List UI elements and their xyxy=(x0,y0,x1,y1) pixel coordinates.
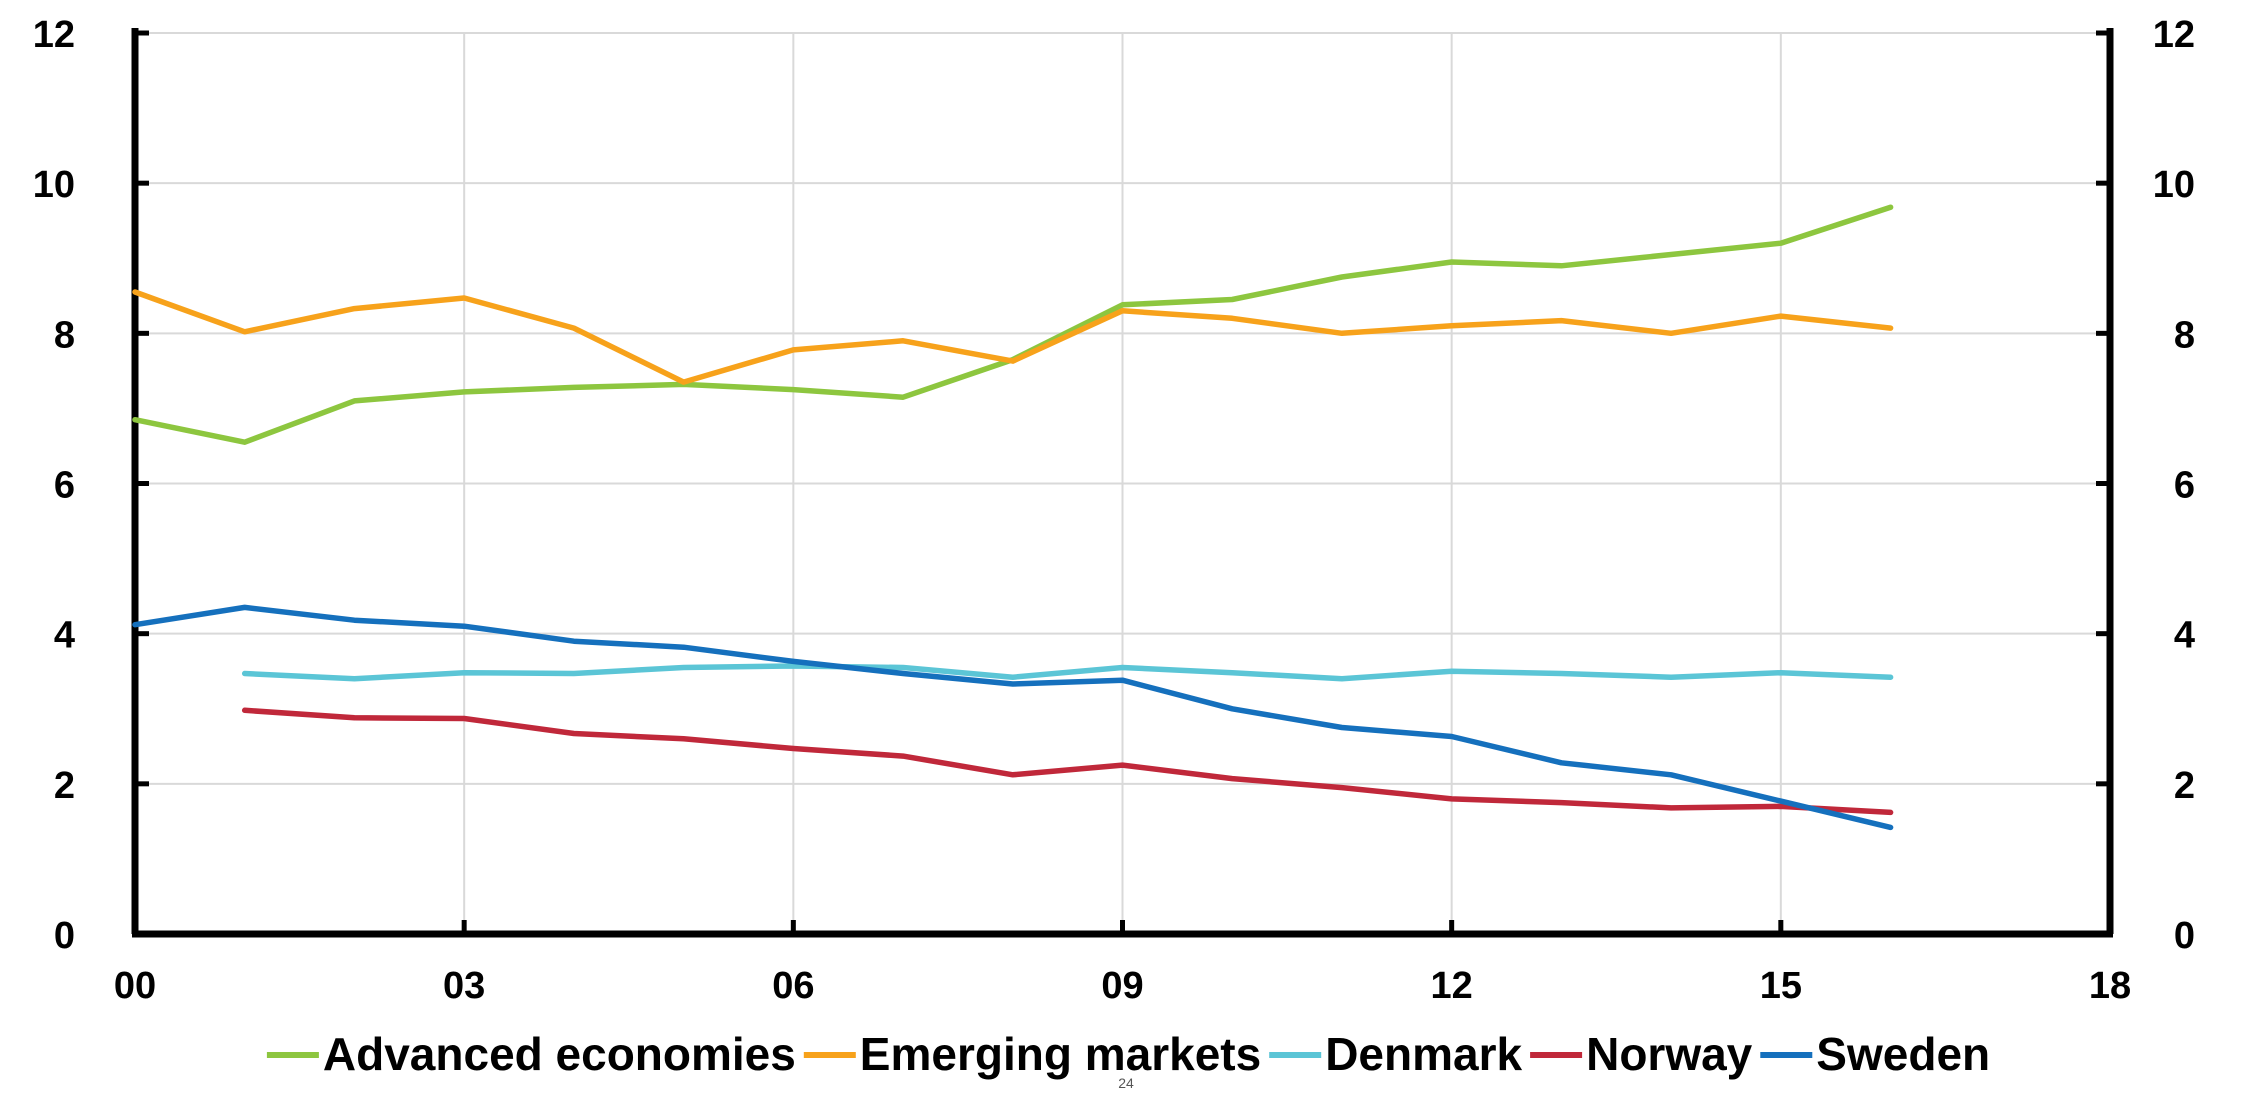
series-line-denmark xyxy=(241,663,1894,682)
x-tick-label: 09 xyxy=(1101,965,1143,1007)
left-y-tick-label: 10 xyxy=(33,164,75,206)
right-y-tick-label: 6 xyxy=(2174,465,2195,507)
left-y-tick-label: 6 xyxy=(54,465,75,507)
right-y-tick-label: 10 xyxy=(2153,164,2195,206)
legend-label: Advanced economies xyxy=(323,1028,796,1080)
series-line-sweden xyxy=(132,604,1894,831)
legend-label: Denmark xyxy=(1325,1028,1522,1080)
x-tick-label: 15 xyxy=(1760,965,1802,1007)
right-y-tick-label: 2 xyxy=(2174,765,2195,807)
series-line-norway xyxy=(241,707,1894,816)
series-lines xyxy=(132,204,1894,831)
x-tick-label: 00 xyxy=(114,965,156,1007)
gridlines xyxy=(135,32,2110,934)
axes xyxy=(131,28,2114,938)
legend-item: Norway xyxy=(1530,1028,1753,1080)
legend-item: Denmark xyxy=(1269,1028,1522,1080)
x-tick-label: 03 xyxy=(443,965,485,1007)
legend-label: Emerging markets xyxy=(860,1028,1261,1080)
left-y-tick-label: 12 xyxy=(33,14,75,56)
right-y-tick-label: 0 xyxy=(2174,915,2195,957)
series-line-advanced-economies xyxy=(132,204,1894,445)
legend: Advanced economies Emerging markets Denmar… xyxy=(266,1028,1990,1080)
legend-item: Advanced economies xyxy=(266,1028,796,1080)
left-y-tick-label: 2 xyxy=(54,765,75,807)
legend-label: Sweden xyxy=(1816,1028,1990,1080)
x-tick-label: 06 xyxy=(772,965,814,1007)
left-y-tick-label: 8 xyxy=(54,314,75,356)
right-y-tick-label: 12 xyxy=(2153,14,2195,56)
legend-label: Norway xyxy=(1586,1028,1753,1080)
legend-item: Sweden xyxy=(1760,1028,1990,1080)
page-number: 24 xyxy=(1118,1075,1134,1091)
x-tick-label: 18 xyxy=(2089,965,2131,1007)
series-line-emerging-markets xyxy=(132,289,1894,385)
x-tick-label: 12 xyxy=(1431,965,1473,1007)
right-y-tick-label: 8 xyxy=(2174,314,2195,356)
right-y-tick-label: 4 xyxy=(2174,615,2195,657)
legend-item: Emerging markets xyxy=(803,1028,1261,1080)
left-y-tick-label: 4 xyxy=(54,615,75,657)
left-y-tick-label: 0 xyxy=(54,915,75,957)
